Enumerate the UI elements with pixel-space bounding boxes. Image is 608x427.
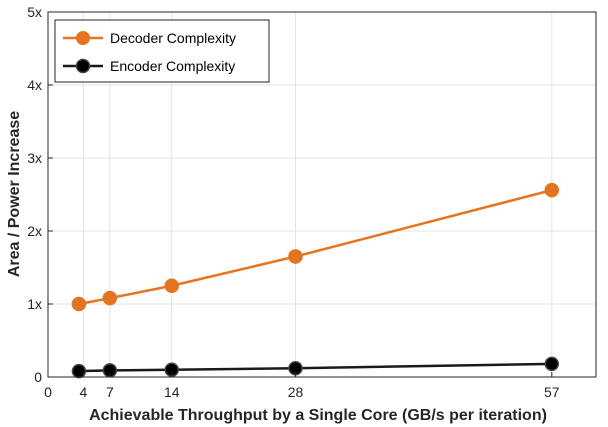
- data-point-decoder-complexity: [164, 278, 179, 293]
- legend-marker-encoder: [75, 58, 91, 74]
- legend-marker-decoder: [76, 31, 90, 45]
- data-point-decoder-complexity: [544, 182, 560, 198]
- data-point-encoder-complexity: [544, 356, 560, 372]
- y-tick-label: 1x: [27, 296, 42, 312]
- series-line-decoder-complexity: [78, 188, 553, 306]
- axis-ticks: 0 4 7 14 28 57 0 1x 2x 3x 4x 5x: [27, 4, 560, 400]
- data-point-decoder-complexity: [102, 290, 118, 306]
- y-tick-label: 3x: [27, 150, 42, 166]
- x-axis-label: Achievable Throughput by a Single Core (…: [89, 407, 547, 424]
- y-tick-label: 0: [34, 369, 42, 385]
- x-tick-label: 14: [164, 384, 180, 400]
- y-tick-label: 4x: [27, 77, 42, 93]
- x-tick-label: 57: [544, 384, 560, 400]
- legend-box: [54, 19, 270, 83]
- data-point-decoder-complexity: [71, 296, 87, 312]
- data-point-decoder-complexity: [288, 249, 303, 264]
- y-axis-label: Area / Power Increase: [6, 111, 23, 277]
- x-tick-label: 0: [44, 384, 52, 400]
- legend-label-encoder: Encoder Complexity: [110, 58, 235, 74]
- x-tick-label: 4: [79, 384, 87, 400]
- series-line-encoder-complexity: [78, 362, 552, 373]
- data-point-encoder-complexity: [71, 363, 87, 379]
- y-tick-label: 2x: [27, 223, 42, 239]
- legend-label-decoder: Decoder Complexity: [110, 30, 236, 46]
- x-tick-label: 28: [288, 384, 304, 400]
- legend: Decoder Complexity Encoder Complexity: [54, 19, 270, 83]
- y-tick-label: 5x: [27, 4, 42, 20]
- plot-frame: [47, 11, 597, 378]
- series-layer: [71, 182, 560, 379]
- x-tick-label: 7: [106, 384, 114, 400]
